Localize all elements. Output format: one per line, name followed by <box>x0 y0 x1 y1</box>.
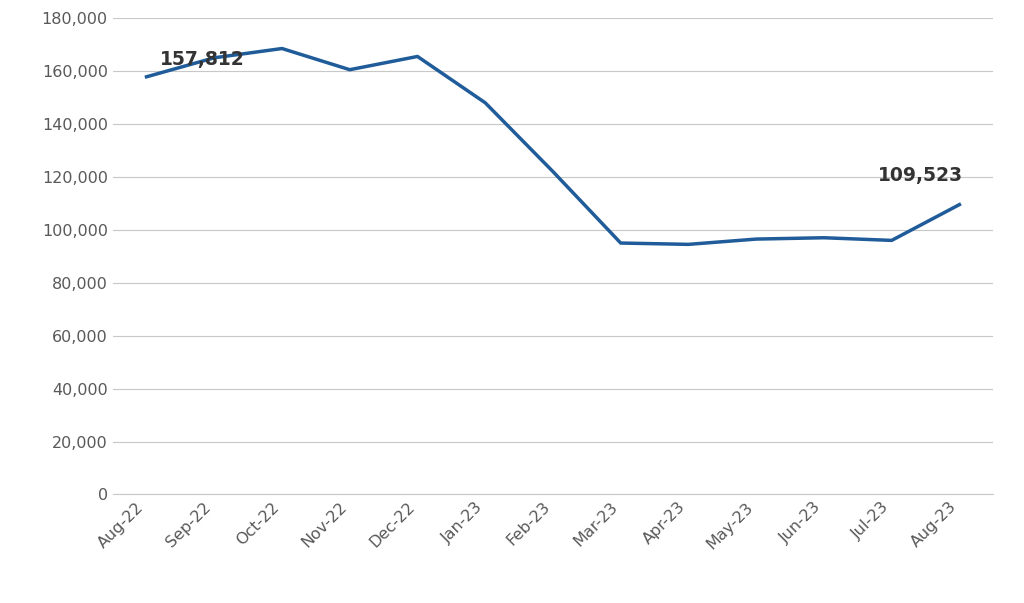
Text: 157,812: 157,812 <box>160 50 245 69</box>
Text: 109,523: 109,523 <box>879 166 964 185</box>
